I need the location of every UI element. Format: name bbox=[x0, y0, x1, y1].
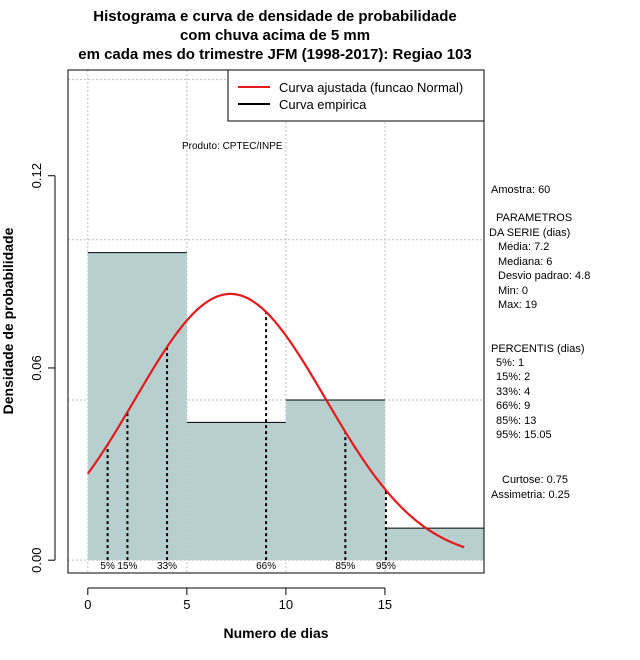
stats-panel: Amostra: 60 PARAMETROS DA SERIE (dias) M… bbox=[489, 184, 590, 501]
histogram-bar bbox=[87, 252, 187, 561]
percentile-lines: 5% 15% 33% 66% 85% 95% bbox=[100, 311, 396, 572]
bars bbox=[87, 252, 484, 561]
x-tick-label: 5 bbox=[183, 597, 190, 612]
y-tick-label: 0.12 bbox=[29, 163, 44, 188]
histogram-bar bbox=[285, 399, 385, 561]
stat-percentil: 5%: 1 bbox=[496, 357, 524, 369]
percentile-label: 66% bbox=[256, 561, 276, 572]
x-tick-label: 10 bbox=[279, 597, 293, 612]
percentile-label: 15% bbox=[117, 561, 137, 572]
x-tick-label: 15 bbox=[378, 597, 392, 612]
stat-assimetria: Assimetria: 0.25 bbox=[491, 489, 570, 501]
percentile-label: 95% bbox=[376, 561, 396, 572]
chart-title-line-1: Histograma e curva de densidade de proba… bbox=[93, 8, 456, 25]
stat-param: Min: 0 bbox=[498, 285, 528, 297]
curves bbox=[86, 292, 465, 549]
y-tick-label: 0.06 bbox=[29, 355, 44, 380]
y-axis-title: Densidade de probabilidade bbox=[0, 227, 16, 414]
percentile-label: 5% bbox=[100, 561, 115, 572]
y-tick-label: 0.00 bbox=[29, 548, 44, 573]
percentile-label: 33% bbox=[157, 561, 177, 572]
stat-param: Mediana: 6 bbox=[498, 256, 552, 268]
stat-curtose: Curtose: 0.75 bbox=[502, 474, 568, 486]
histogram-bar bbox=[186, 422, 286, 561]
axes: 0 5 10 15 0.00 0.06 0.12 bbox=[29, 163, 392, 612]
stat-amostra: Amostra: 60 bbox=[491, 184, 550, 196]
stat-param-header-1: PARAMETROS bbox=[496, 212, 572, 224]
stat-param: Max: 19 bbox=[498, 299, 537, 311]
stat-param-header-2: DA SERIE (dias) bbox=[489, 227, 570, 239]
x-axis-title: Numero de dias bbox=[223, 625, 328, 641]
legend-label-normal: Curva ajustada (funcao Normal) bbox=[279, 80, 463, 95]
stat-percentil: 33%: 4 bbox=[496, 386, 530, 398]
stat-param: Desvio padrao: 4.8 bbox=[498, 270, 590, 282]
chart-title-line-2: com chuva acima de 5 mm bbox=[180, 27, 370, 44]
legend: Curva ajustada (funcao Normal) Curva emp… bbox=[227, 69, 485, 122]
stat-percentil: 15%: 2 bbox=[496, 371, 530, 383]
stat-param: Media: 7.2 bbox=[498, 241, 549, 253]
normal-fit-curve bbox=[86, 292, 465, 549]
product-annotation: Produto: CPTEC/INPE bbox=[182, 141, 283, 152]
percentile-label: 85% bbox=[335, 561, 355, 572]
stat-percentil: 95%: 15.05 bbox=[496, 429, 552, 441]
legend-box bbox=[227, 69, 485, 122]
x-tick-label: 0 bbox=[84, 597, 91, 612]
chart-title-line-3: em cada mes do trimestre JFM (1998-2017)… bbox=[78, 46, 472, 63]
legend-label-empirical: Curva empirica bbox=[279, 97, 367, 112]
stat-perc-header: PERCENTIS (dias) bbox=[491, 343, 585, 355]
stat-percentil: 66%: 9 bbox=[496, 400, 530, 412]
stat-percentil: 85%: 13 bbox=[496, 415, 536, 427]
